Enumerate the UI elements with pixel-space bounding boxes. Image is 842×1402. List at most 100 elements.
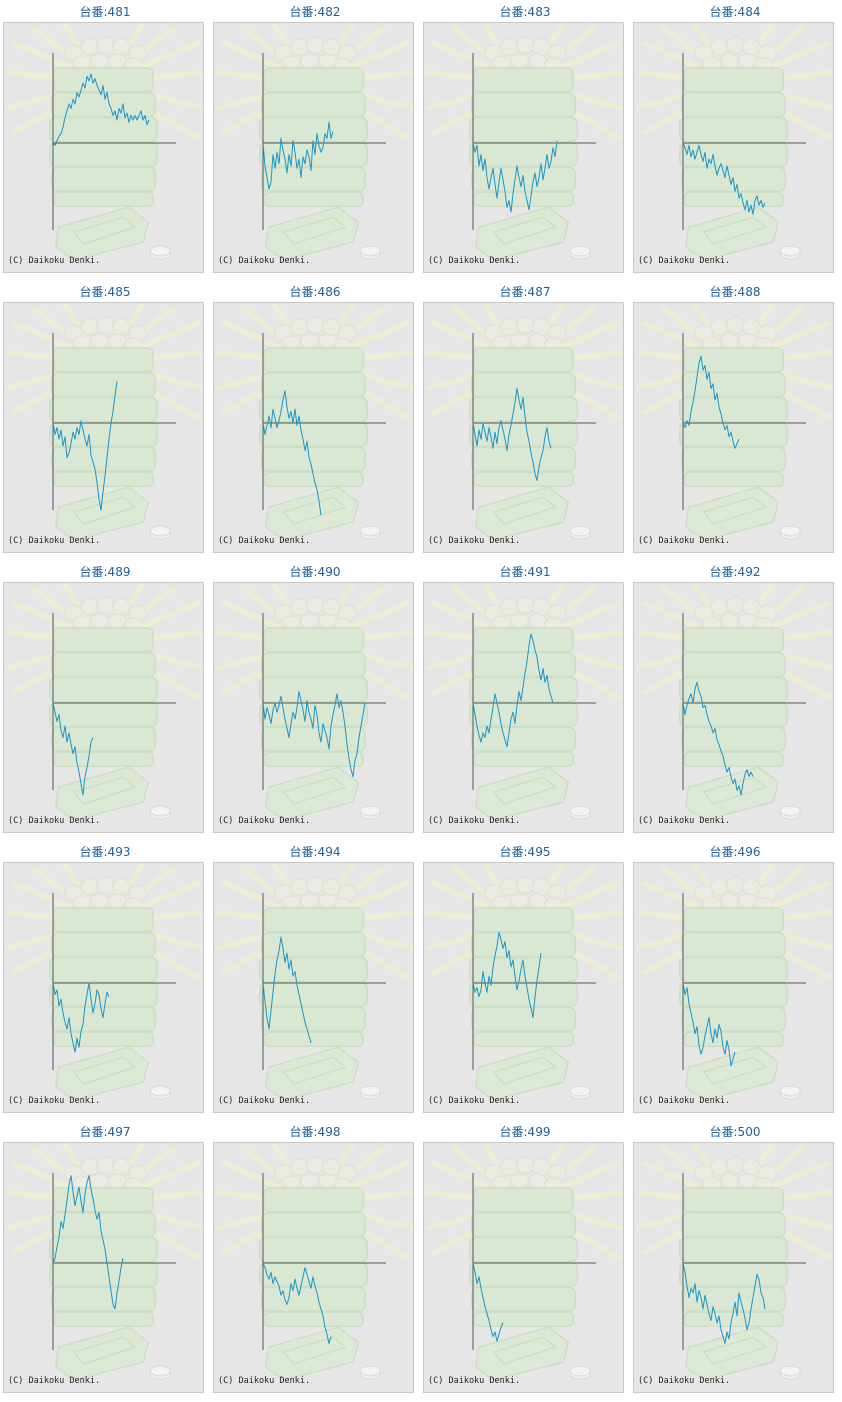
- graph-cell: 台番:488 (C) Daikoku Denki.: [630, 280, 840, 560]
- series-line: [52, 1175, 124, 1310]
- copyright-text: (C) Daikoku Denki.: [638, 536, 731, 546]
- slot-graph-svg: [4, 863, 203, 1112]
- copyright-text: (C) Daikoku Denki.: [638, 1376, 731, 1386]
- graph-title[interactable]: 台番:485: [79, 285, 131, 299]
- machine-background-image: [429, 303, 621, 540]
- copyright-text: (C) Daikoku Denki.: [638, 816, 731, 826]
- graph-cell: 台番:500 (C) Daikoku Denki.: [630, 1120, 840, 1400]
- graph-title[interactable]: 台番:481: [79, 5, 131, 19]
- copyright-text: (C) Daikoku Denki.: [218, 536, 311, 546]
- slot-graph-svg: [214, 23, 413, 272]
- graph-title[interactable]: 台番:487: [499, 285, 551, 299]
- graph-cell: 台番:483 (C) Daikoku Denki.: [420, 0, 630, 280]
- machine-background-image: [429, 583, 621, 820]
- machine-background-image: [219, 23, 411, 260]
- machine-background-image: [429, 23, 621, 260]
- graph-title[interactable]: 台番:495: [499, 845, 551, 859]
- graph-title[interactable]: 台番:500: [709, 1125, 761, 1139]
- graph-frame: (C) Daikoku Denki.: [633, 1142, 834, 1393]
- graph-title[interactable]: 台番:493: [79, 845, 131, 859]
- slot-graph-svg: [214, 583, 413, 832]
- series-line: [472, 1262, 504, 1342]
- copyright-text: (C) Daikoku Denki.: [218, 1096, 311, 1106]
- graph-frame: (C) Daikoku Denki.: [633, 582, 834, 833]
- series-line: [262, 1262, 332, 1344]
- copyright-text: (C) Daikoku Denki.: [8, 816, 101, 826]
- graph-title[interactable]: 台番:489: [79, 565, 131, 579]
- graph-title[interactable]: 台番:491: [499, 565, 551, 579]
- slot-graph-svg: [634, 23, 833, 272]
- graph-cell: 台番:491 (C) Daikoku Denki.: [420, 560, 630, 840]
- graph-title[interactable]: 台番:490: [289, 565, 341, 579]
- machine-background-image: [429, 1143, 621, 1380]
- graph-cell: 台番:498 (C) Daikoku Denki.: [210, 1120, 420, 1400]
- graph-cell: 台番:492 (C) Daikoku Denki.: [630, 560, 840, 840]
- graph-title[interactable]: 台番:497: [79, 1125, 131, 1139]
- machine-background-image: [639, 583, 831, 820]
- series-line: [472, 931, 542, 1018]
- graph-title[interactable]: 台番:484: [709, 5, 761, 19]
- machine-background-image: [429, 863, 621, 1100]
- copyright-text: (C) Daikoku Denki.: [428, 1376, 521, 1386]
- slot-graph-svg: [4, 23, 203, 272]
- series-line: [52, 381, 118, 511]
- series-line: [262, 121, 334, 190]
- machine-background-image: [639, 1143, 831, 1380]
- series-line: [682, 982, 736, 1067]
- graph-title[interactable]: 台番:482: [289, 5, 341, 19]
- series-line: [262, 390, 322, 516]
- machine-background-image: [9, 303, 201, 540]
- machine-background-image: [9, 1143, 201, 1380]
- copyright-text: (C) Daikoku Denki.: [8, 1096, 101, 1106]
- graph-cell: 台番:493 (C) Daikoku Denki.: [0, 840, 210, 1120]
- slot-graph-svg: [4, 1143, 203, 1392]
- copyright-text: (C) Daikoku Denki.: [8, 256, 101, 266]
- copyright-text: (C) Daikoku Denki.: [428, 256, 521, 266]
- copyright-text: (C) Daikoku Denki.: [218, 1376, 311, 1386]
- graph-frame: (C) Daikoku Denki.: [423, 582, 624, 833]
- graph-cell: 台番:497 (C) Daikoku Denki.: [0, 1120, 210, 1400]
- copyright-text: (C) Daikoku Denki.: [638, 256, 731, 266]
- graph-frame: (C) Daikoku Denki.: [3, 1142, 204, 1393]
- series-line: [472, 633, 554, 748]
- graph-frame: (C) Daikoku Denki.: [3, 582, 204, 833]
- machine-background-image: [9, 583, 201, 820]
- machine-background-image: [219, 303, 411, 540]
- slot-graph-svg: [634, 303, 833, 552]
- graph-frame: (C) Daikoku Denki.: [423, 302, 624, 553]
- series-line: [472, 388, 552, 481]
- graph-frame: (C) Daikoku Denki.: [213, 862, 414, 1113]
- graph-frame: (C) Daikoku Denki.: [633, 862, 834, 1113]
- series-line: [52, 702, 94, 796]
- graph-cell: 台番:496 (C) Daikoku Denki.: [630, 840, 840, 1120]
- graph-frame: (C) Daikoku Denki.: [633, 302, 834, 553]
- graph-title[interactable]: 台番:498: [289, 1125, 341, 1139]
- machine-background-image: [219, 1143, 411, 1380]
- slot-graph-svg: [424, 303, 623, 552]
- graph-title[interactable]: 台番:483: [499, 5, 551, 19]
- graph-frame: (C) Daikoku Denki.: [213, 302, 414, 553]
- graph-cell: 台番:494 (C) Daikoku Denki.: [210, 840, 420, 1120]
- slot-graph-svg: [214, 1143, 413, 1392]
- copyright-text: (C) Daikoku Denki.: [428, 816, 521, 826]
- machine-background-image: [639, 863, 831, 1100]
- graph-title[interactable]: 台番:492: [709, 565, 761, 579]
- graph-title[interactable]: 台番:488: [709, 285, 761, 299]
- graph-frame: (C) Daikoku Denki.: [633, 22, 834, 273]
- copyright-text: (C) Daikoku Denki.: [8, 1376, 101, 1386]
- series-line: [52, 982, 110, 1053]
- graph-title[interactable]: 台番:499: [499, 1125, 551, 1139]
- graph-cell: 台番:484 (C) Daikoku Denki.: [630, 0, 840, 280]
- graph-frame: (C) Daikoku Denki.: [3, 302, 204, 553]
- graph-title[interactable]: 台番:496: [709, 845, 761, 859]
- graph-cell: 台番:486 (C) Daikoku Denki.: [210, 280, 420, 560]
- graph-title[interactable]: 台番:494: [289, 845, 341, 859]
- series-line: [262, 691, 366, 778]
- graph-cell: 台番:489 (C) Daikoku Denki.: [0, 560, 210, 840]
- graph-cell: 台番:495 (C) Daikoku Denki.: [420, 840, 630, 1120]
- copyright-text: (C) Daikoku Denki.: [638, 1096, 731, 1106]
- slot-graph-svg: [4, 583, 203, 832]
- graph-title[interactable]: 台番:486: [289, 285, 341, 299]
- graph-cell: 台番:490 (C) Daikoku Denki.: [210, 560, 420, 840]
- copyright-text: (C) Daikoku Denki.: [218, 256, 311, 266]
